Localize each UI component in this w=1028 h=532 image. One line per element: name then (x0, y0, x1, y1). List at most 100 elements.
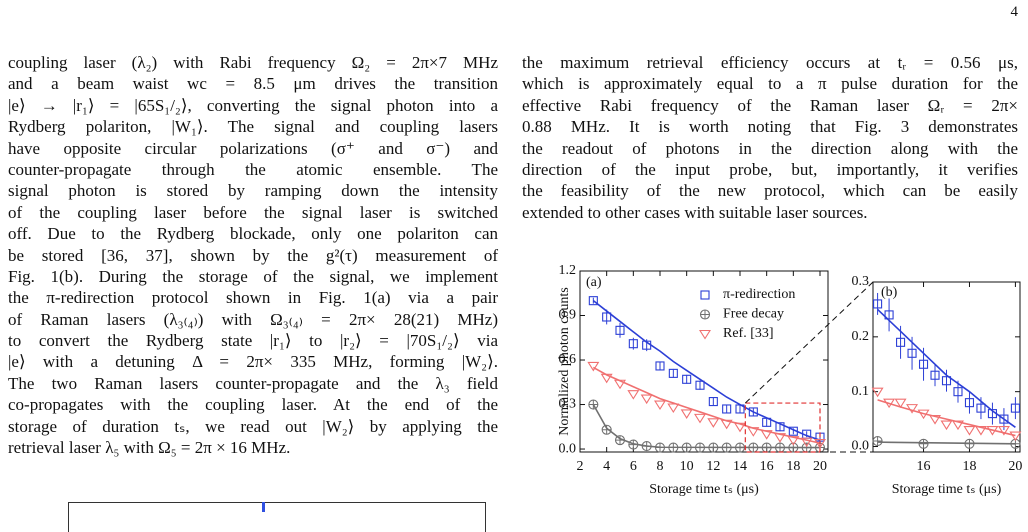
data-point-cross (735, 443, 745, 453)
fit-line (877, 441, 1016, 445)
y-tick-label: 1.2 (559, 263, 577, 278)
right-column: the maximum retrieval efficiency occurs … (522, 52, 1018, 223)
data-point-cross (775, 443, 785, 453)
text-line: off. Due to the Rydberg blockade, only o… (8, 224, 498, 244)
data-point-cross (762, 443, 772, 453)
data-point (930, 370, 940, 380)
data-point-cross (964, 439, 974, 449)
data-point (748, 407, 758, 417)
data-point-cross (668, 443, 678, 453)
text-line: |e⟩ → |r₁⟩ = |65S₁/₂⟩, converting the si… (8, 95, 498, 115)
data-point (906, 404, 919, 414)
data-point (775, 422, 785, 432)
legend-marker (700, 290, 710, 300)
data-point (894, 398, 907, 409)
data-point (760, 430, 773, 440)
figure-frame (68, 502, 486, 532)
text-line: direction of the input probe, but, impor… (522, 159, 1018, 179)
x-tick-label: 4 (603, 459, 610, 474)
panel-label: (b) (881, 285, 898, 300)
data-point-cross (615, 435, 625, 445)
text-line: and a beam waist wc = 8.5 μm drives the … (8, 74, 498, 94)
data-point (788, 426, 798, 436)
x-axis-label: Storage time tₛ (μs) (649, 482, 759, 497)
data-point (722, 404, 732, 414)
y-tick-label: 0.6 (559, 352, 577, 367)
legend-marker-cross (700, 310, 710, 319)
data-point (997, 426, 1010, 436)
figure-mark (262, 502, 265, 512)
text-line: Fig. 1(b). During the storage of the sig… (8, 266, 498, 286)
text-line: effective Rabi frequency of the Raman la… (522, 95, 1018, 115)
data-point (953, 387, 963, 397)
legend-label: Free decay (723, 307, 784, 322)
data-point (734, 422, 746, 433)
data-point (986, 426, 999, 436)
data-point (614, 379, 626, 390)
text-line: Rydberg polariton, |W₁⟩. The signal and … (8, 117, 498, 137)
text-line: which is approximately equal to a π puls… (522, 74, 1018, 94)
x-tick-label: 8 (657, 459, 664, 474)
y-tick-label: 0.9 (559, 308, 577, 323)
text-line: extended to other cases with suitable la… (522, 202, 868, 222)
x-tick-label: 20 (813, 459, 827, 474)
y-axis-label: Normalized photon counts (557, 287, 572, 436)
data-point-cross (722, 443, 732, 453)
data-point (627, 390, 640, 400)
data-point (654, 400, 666, 411)
data-point (600, 373, 613, 384)
data-point (951, 420, 964, 431)
plot-frame (872, 281, 1021, 453)
data-point-cross (588, 400, 598, 410)
data-point (883, 398, 896, 409)
data-point-cross (628, 440, 638, 450)
data-point (929, 415, 942, 425)
x-tick-label: 16 (760, 459, 774, 474)
legend-marker (699, 329, 711, 340)
x-tick-label: 12 (706, 459, 720, 474)
data-point (735, 404, 745, 414)
page-number: 4 (1010, 4, 1019, 20)
data-point (667, 403, 680, 414)
text-line: the maximum retrieval efficiency occurs … (522, 53, 1018, 72)
data-point (720, 419, 733, 430)
y-tick-label: 0.3 (852, 274, 870, 289)
text-line: retrieval laser λ₅ with Ω₅ = 2π × 16 MHz… (8, 438, 291, 458)
text-line: |e⟩ with a detuning Δ = 2π× 335 MHz, for… (8, 352, 498, 372)
data-point (896, 337, 906, 347)
y-tick-label: 0.0 (559, 441, 577, 456)
y-tick-label: 0.3 (559, 397, 577, 412)
text-line: the π-redirection protocol shown in Fig.… (8, 288, 498, 308)
y-tick-label: 0.0 (852, 439, 870, 454)
y-tick-label: 0.2 (852, 329, 870, 344)
fit-line (592, 300, 821, 441)
data-point (762, 417, 772, 427)
data-point (615, 325, 625, 335)
data-point-cross (642, 441, 652, 451)
text-line: 0.88 MHz. It is worth noting that Fig. 3… (522, 117, 1018, 137)
data-point (800, 437, 813, 448)
left-column: coupling laser (λ₂) with Rabi frequency … (8, 52, 498, 458)
plot-frame (579, 270, 829, 453)
data-point-cross (695, 443, 705, 453)
text-line: storage of duration tₛ, we read out |W₂⟩… (8, 416, 498, 436)
legend-label: Ref. [33] (723, 326, 774, 341)
data-point (987, 409, 997, 419)
data-point-cross (802, 443, 812, 453)
data-point (964, 398, 975, 408)
data-point (884, 310, 894, 320)
data-point (976, 403, 986, 413)
x-tick-label: 10 (680, 459, 694, 474)
data-point (707, 418, 720, 428)
data-point (940, 420, 953, 431)
data-point-cross (655, 443, 665, 453)
data-point (680, 409, 693, 419)
data-point (1010, 403, 1020, 413)
x-tick-label: 2 (577, 459, 584, 474)
data-point (963, 426, 976, 436)
x-tick-label: 18 (962, 459, 976, 474)
data-point (871, 387, 884, 398)
text-line: coupling laser (λ₂) with Rabi frequency … (8, 53, 498, 72)
text-line: The two Raman lasers counter-propagate a… (8, 373, 498, 393)
